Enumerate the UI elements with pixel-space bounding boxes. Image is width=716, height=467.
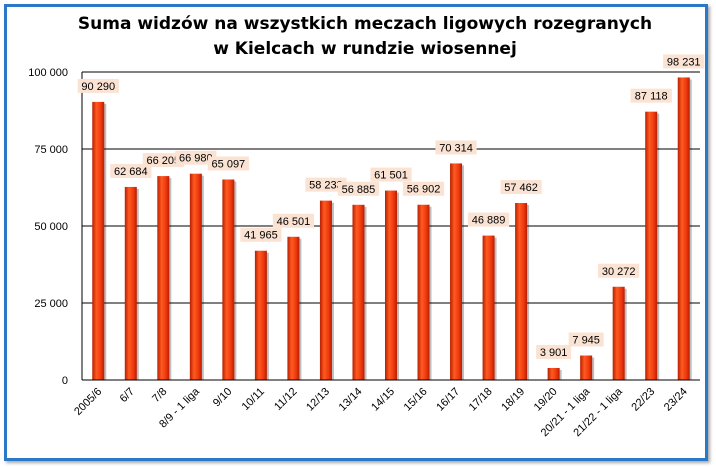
bar — [157, 176, 170, 380]
bar — [254, 250, 267, 380]
y-axis: 0 25 000 50 000 75 000 100 000 — [28, 67, 83, 387]
bar — [515, 203, 528, 380]
x-tick-label: 10/11 — [240, 386, 267, 413]
data-label: 57 462 — [504, 182, 538, 194]
data-label: 98 231 — [667, 56, 701, 68]
data-label: 46 501 — [277, 216, 311, 228]
x-tick-label: 13/14 — [337, 386, 365, 414]
y-tick-label: 25 000 — [34, 298, 68, 310]
data-label-bg — [77, 78, 119, 93]
x-tick-label: 23/24 — [662, 386, 690, 414]
data-label-bg — [435, 140, 477, 155]
data-label: 56 885 — [342, 184, 376, 196]
data-label-bg — [402, 181, 445, 196]
data-label: 70 314 — [439, 142, 473, 154]
y-tick-label: 0 — [62, 375, 68, 387]
x-tick-label: 2005/6 — [72, 386, 104, 418]
bar — [450, 163, 463, 380]
data-label-bg — [272, 213, 315, 228]
data-label: 3 901 — [540, 347, 568, 359]
data-label: 62 684 — [114, 166, 148, 178]
bar — [319, 200, 332, 380]
x-tick-label: 16/17 — [434, 386, 462, 414]
x-tick-label: 17/18 — [467, 386, 495, 414]
x-tick-label: 18/19 — [499, 386, 527, 414]
bar — [352, 204, 365, 380]
data-label-bg — [598, 263, 640, 278]
bar — [287, 236, 300, 380]
data-label-bg — [240, 227, 282, 242]
data-label-bg — [305, 177, 347, 192]
data-label-bg — [175, 150, 217, 165]
x-tick-label: 6/7 — [118, 386, 137, 405]
data-label-bg — [663, 54, 705, 69]
data-label-bg — [500, 180, 542, 195]
data-label: 61 501 — [374, 170, 408, 182]
x-tick-label: 14/15 — [369, 386, 397, 414]
x-tick-label: 12/13 — [304, 386, 332, 414]
data-label-bg — [536, 344, 572, 359]
bar — [92, 101, 105, 380]
data-label-bg — [337, 181, 380, 196]
bar — [222, 179, 235, 380]
bar — [580, 355, 593, 380]
data-label-bg — [467, 212, 510, 227]
bar — [124, 186, 137, 380]
x-tick-label: 15/16 — [402, 386, 430, 414]
data-label: 66 205 — [146, 155, 180, 167]
x-tick-label: 19/20 — [532, 386, 560, 414]
data-label-bg — [568, 332, 604, 347]
data-label-bg — [207, 156, 249, 171]
bars — [92, 77, 692, 380]
y-tick-label: 100 000 — [28, 67, 68, 79]
x-tick-label: 7/8 — [150, 386, 169, 405]
chart-title: Suma widzów na wszystkich meczach ligowy… — [77, 14, 653, 59]
bar — [189, 173, 202, 380]
bar — [482, 235, 495, 380]
data-label: 58 233 — [309, 180, 343, 192]
data-label: 41 965 — [244, 230, 278, 242]
data-label: 66 980 — [179, 153, 213, 165]
data-label: 87 118 — [635, 91, 668, 103]
data-label: 90 290 — [81, 81, 115, 93]
data-label-bg — [110, 163, 152, 178]
bar — [645, 111, 658, 380]
x-tick-label: 9/10 — [211, 386, 235, 410]
data-label-bg — [370, 167, 412, 182]
x-tick-label: 11/12 — [272, 386, 299, 413]
bar — [385, 190, 397, 380]
x-axis: 2005/6 6/7 7/88/9 - 1 liga 9/10 10/11 11/12 12… — [72, 379, 700, 439]
y-tick-label: 75 000 — [34, 144, 68, 156]
data-label: 46 889 — [472, 215, 506, 227]
data-label: 56 902 — [407, 184, 441, 196]
bar — [417, 204, 430, 380]
data-label-bg — [630, 88, 672, 103]
bar — [612, 286, 625, 380]
bar — [677, 77, 690, 380]
data-label: 30 272 — [602, 266, 636, 278]
y-tick-label: 50 000 — [34, 221, 68, 233]
data-label: 7 945 — [572, 335, 600, 347]
data-label: 65 097 — [212, 159, 246, 171]
bar — [547, 367, 560, 380]
x-tick-label: 22/23 — [629, 386, 657, 414]
data-label-bg — [142, 153, 184, 168]
